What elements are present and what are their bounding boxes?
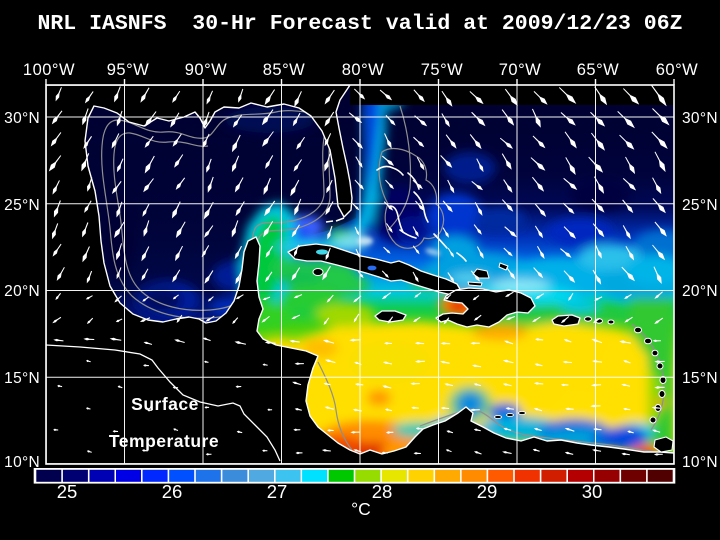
svg-text:Temperature: Temperature [109,431,219,451]
svg-text:60°W: 60°W [656,61,699,79]
svg-text:10°N: 10°N [4,454,40,471]
svg-text:90°W: 90°W [185,61,228,79]
svg-text:25°N: 25°N [682,197,718,214]
svg-text:NRL IASNFS 30-Hr Forecast val: NRL IASNFS 30-Hr Forecast valid at 2009/… [38,13,683,36]
svg-text:26: 26 [162,481,183,502]
svg-text:65°W: 65°W [577,61,620,79]
svg-text:75°W: 75°W [421,61,464,79]
svg-text:15°N: 15°N [682,370,718,387]
svg-text:85°W: 85°W [263,61,306,79]
svg-text:30°N: 30°N [682,110,718,127]
svg-text:28: 28 [372,481,393,502]
svg-text:15°N: 15°N [4,370,40,387]
svg-text:27: 27 [267,481,288,502]
svg-text:80°W: 80°W [342,61,385,79]
svg-text:20°N: 20°N [682,283,718,300]
svg-text:20°N: 20°N [4,283,40,300]
svg-text:25: 25 [57,481,78,502]
svg-text:Surface: Surface [131,394,199,414]
svg-text:95°W: 95°W [107,61,150,79]
svg-text:10°N: 10°N [682,454,718,471]
svg-text:29: 29 [477,481,498,502]
svg-text:°C: °C [351,499,371,519]
svg-text:25°N: 25°N [4,197,40,214]
svg-text:30°N: 30°N [4,110,40,127]
svg-text:70°W: 70°W [499,61,542,79]
svg-text:100°W: 100°W [23,61,75,79]
svg-text:30: 30 [582,481,603,502]
